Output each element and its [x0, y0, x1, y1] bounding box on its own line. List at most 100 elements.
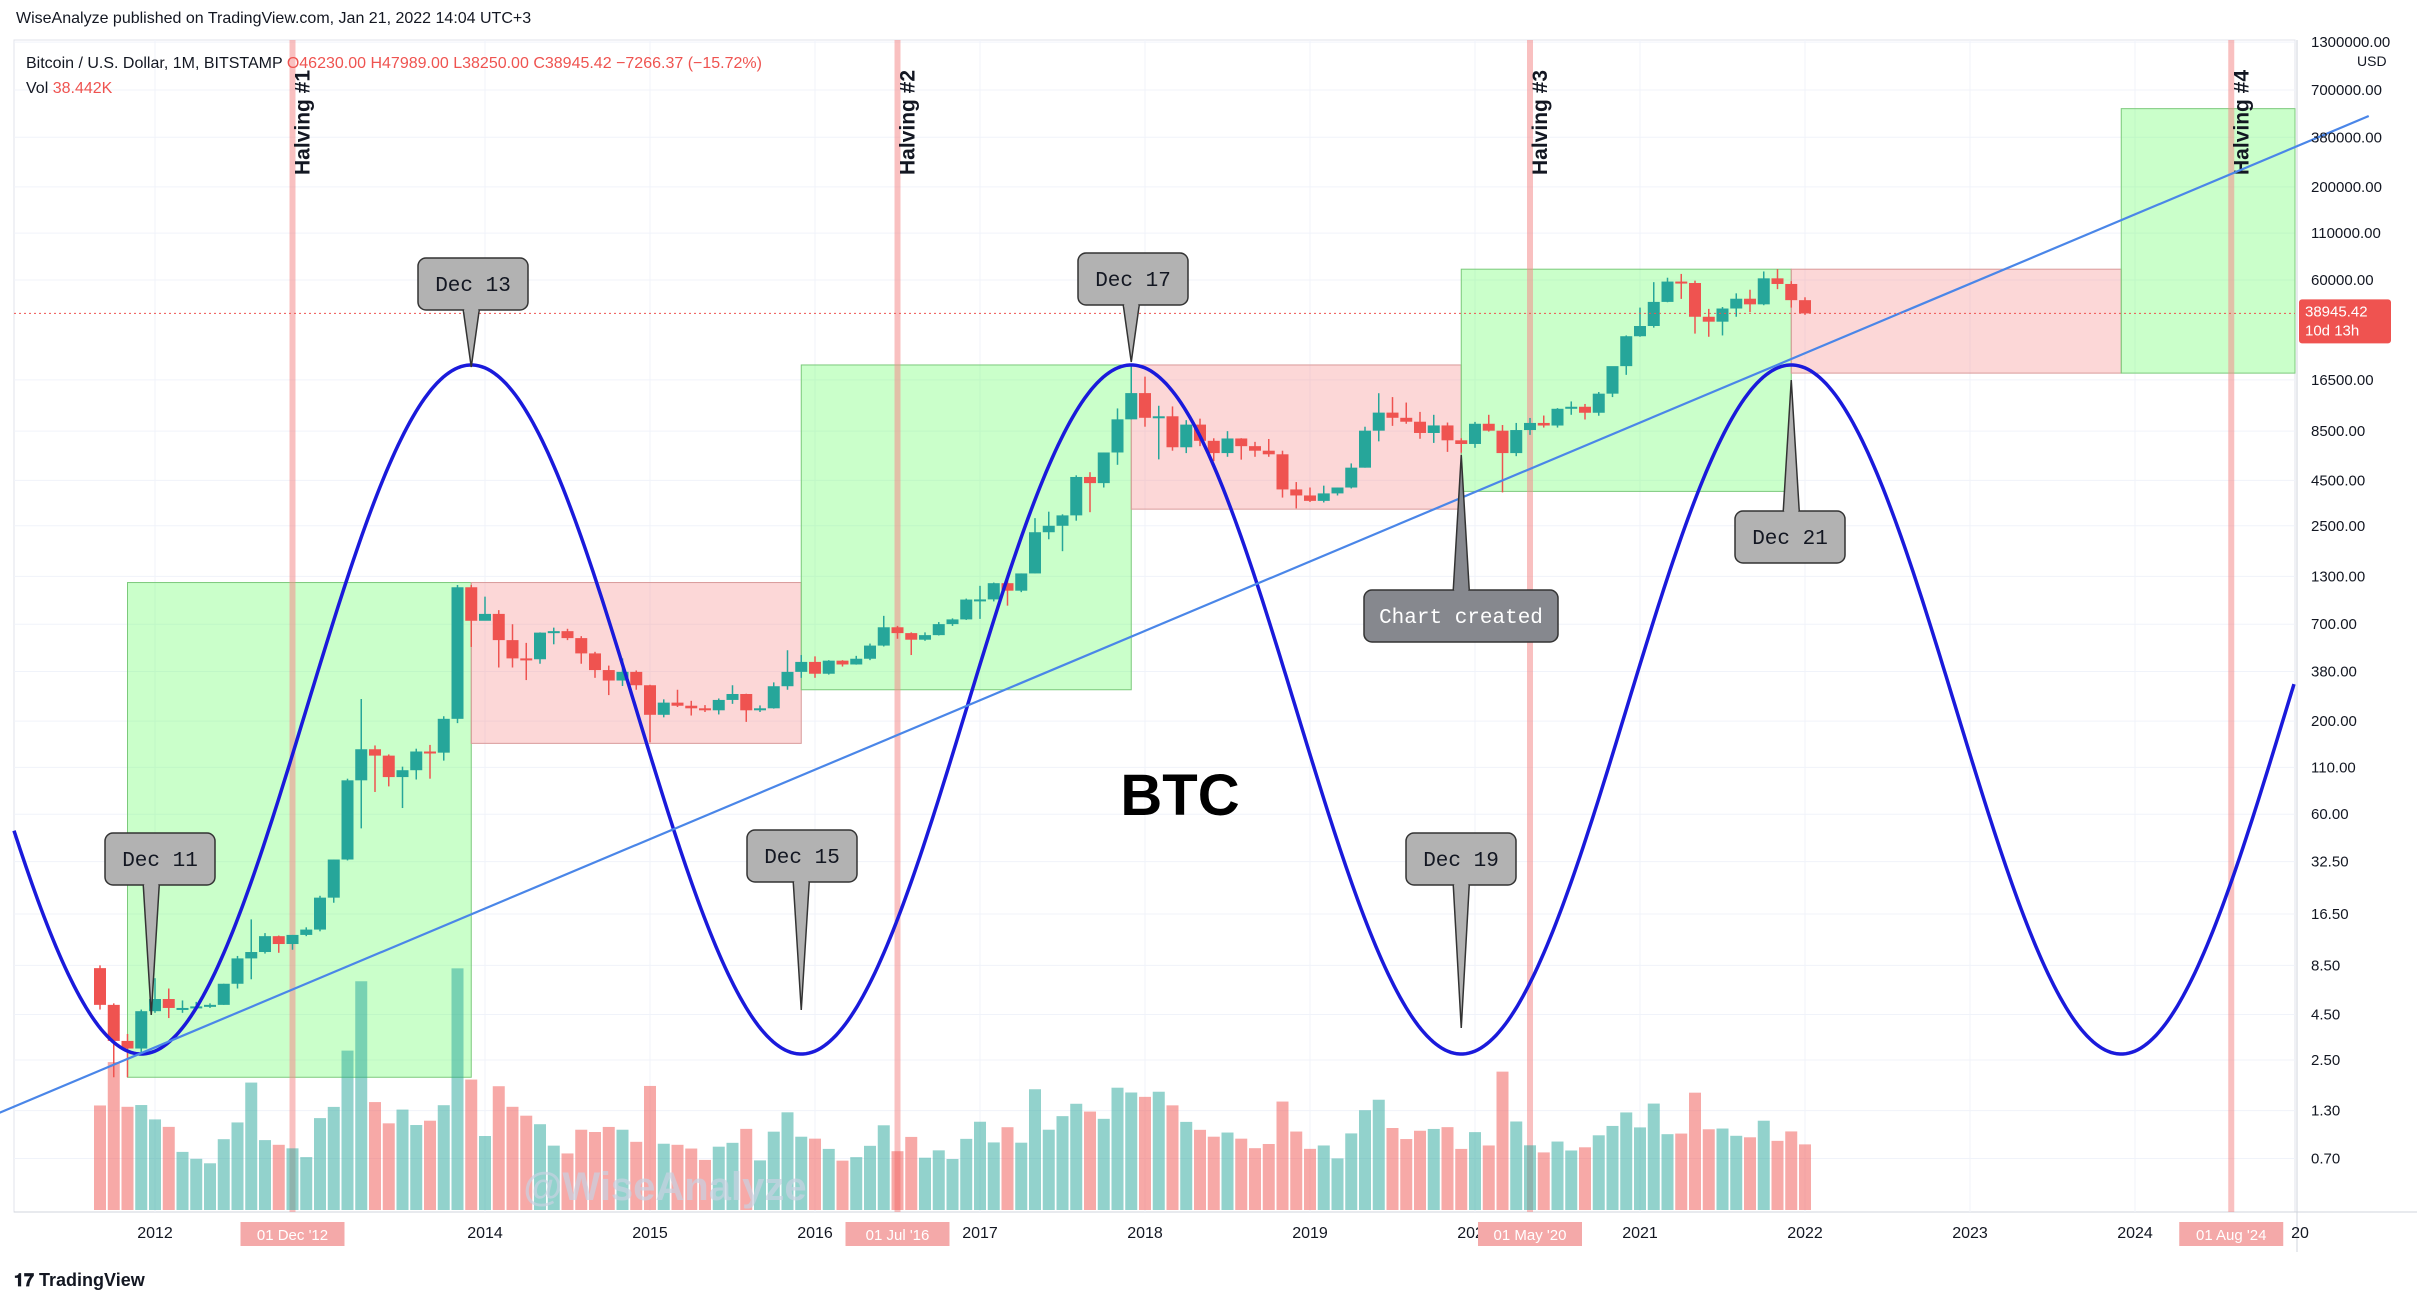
volume-bar — [1579, 1147, 1591, 1210]
callout-label: Chart created — [1379, 607, 1543, 630]
halving-label: Halving #2 — [897, 70, 920, 175]
volume-bar — [547, 1145, 560, 1210]
volume-bar — [1702, 1129, 1715, 1210]
candle-body — [795, 661, 808, 672]
candle-body — [1042, 525, 1055, 533]
candle-body — [754, 708, 766, 711]
volume-bar — [1551, 1141, 1564, 1210]
volume-bar — [1469, 1132, 1481, 1210]
volume-bar — [657, 1143, 670, 1210]
candle-body — [1359, 430, 1371, 468]
x-tick-label: 2018 — [1127, 1225, 1163, 1242]
candle-body — [1152, 416, 1165, 419]
halving-label: Halving #4 — [2230, 70, 2253, 175]
volume-bar — [767, 1131, 780, 1210]
volume-bar — [602, 1126, 615, 1210]
volume-bar — [1757, 1120, 1770, 1210]
volume-bar — [575, 1129, 588, 1210]
candle-body — [506, 640, 519, 659]
volume-bar — [726, 1142, 739, 1210]
x-axis: 2012 2014 2015 2016 2017 2018 2019 2020 2021 2022… — [137, 1222, 2309, 1246]
x-tick-label: 2022 — [1787, 1225, 1823, 1242]
candle-body — [1592, 393, 1605, 413]
volume-bar — [616, 1129, 629, 1210]
candle-body — [1675, 281, 1688, 284]
x-tick-label: 2014 — [467, 1225, 503, 1242]
candle-body — [685, 705, 698, 709]
candle-body — [396, 770, 409, 778]
volume-bar — [176, 1151, 189, 1210]
candles — [94, 269, 1811, 1078]
candle-body — [712, 699, 725, 711]
volume-bar — [1042, 1129, 1055, 1210]
candle-body — [314, 897, 326, 930]
callout-pointer — [1782, 379, 1800, 512]
candle-body — [492, 613, 505, 641]
volume-bar — [314, 1118, 326, 1210]
volume-bar — [1070, 1103, 1083, 1210]
volume-bar — [740, 1128, 753, 1210]
y-tick-label: 32.50 — [2311, 854, 2349, 871]
volume-bar — [891, 1151, 904, 1210]
volume-bar — [960, 1138, 973, 1210]
callout-joint — [794, 880, 809, 884]
volume-bar — [1496, 1071, 1509, 1210]
volume-bar — [1249, 1148, 1261, 1210]
callout-box — [104, 832, 216, 886]
candle-body — [259, 936, 271, 953]
candle-body — [1317, 493, 1330, 501]
trendline — [0, 115, 2370, 1114]
candle-body — [1757, 278, 1770, 305]
candle-body — [809, 661, 821, 674]
volume-bar — [1262, 1143, 1275, 1210]
volume-bar — [327, 1106, 340, 1210]
volume-bar — [1152, 1091, 1165, 1210]
candle-body — [919, 635, 931, 640]
callout-joint — [1124, 303, 1139, 307]
volume-bar — [754, 1160, 766, 1210]
candle-body — [1579, 406, 1591, 413]
volume-bar — [1661, 1134, 1674, 1210]
volume-bar — [424, 1120, 436, 1210]
cycle-sine-curve — [12, 363, 2296, 1056]
y-tick-label: 1.30 — [2311, 1103, 2340, 1120]
candle-body — [162, 999, 175, 1008]
candle-body — [671, 702, 684, 706]
volume-bar — [864, 1145, 876, 1210]
volume-bar — [506, 1106, 519, 1210]
candle-body — [355, 749, 368, 781]
volume-bar — [1180, 1121, 1193, 1210]
candle-body — [1702, 316, 1715, 322]
volume-bar — [1524, 1145, 1536, 1210]
overlay: Dec 11 Dec 13 Dec 15 Dec 17 Dec 19 Dec 21 Char… — [14, 252, 2295, 1209]
volume-bar — [1372, 1099, 1385, 1210]
volume-bar — [534, 1124, 546, 1210]
candle-body — [1029, 532, 1041, 574]
volume-bar — [259, 1140, 271, 1210]
volume-bar — [1235, 1138, 1248, 1210]
candle-body — [1111, 419, 1124, 453]
candle-body — [1001, 583, 1014, 591]
bull-zone — [127, 582, 472, 1078]
publish-line: WiseAnalyze published on TradingView.com… — [16, 10, 532, 27]
callout-label: Dec 17 — [1095, 270, 1171, 293]
volume-bar — [1785, 1131, 1798, 1210]
callout-label: Dec 11 — [122, 850, 198, 873]
candle-body — [1400, 417, 1413, 422]
candle-body — [547, 631, 560, 634]
y-tick-label: 8.50 — [2311, 957, 2340, 974]
candle-body — [1084, 476, 1096, 484]
callout-joint — [464, 308, 479, 312]
y-tick-label: 200.00 — [2311, 713, 2357, 730]
volume-bar — [1056, 1116, 1069, 1210]
volume-bar — [1111, 1087, 1124, 1210]
volume-bar — [272, 1144, 285, 1210]
candle-body — [176, 1007, 189, 1010]
y-tick-label: 200000.00 — [2311, 179, 2382, 196]
candle-body — [1331, 487, 1344, 494]
candle-body — [1730, 298, 1743, 309]
volume-bar — [300, 1157, 313, 1210]
candle-body — [245, 952, 258, 959]
volume-bar — [245, 1082, 258, 1210]
volume-bar — [1194, 1129, 1206, 1210]
